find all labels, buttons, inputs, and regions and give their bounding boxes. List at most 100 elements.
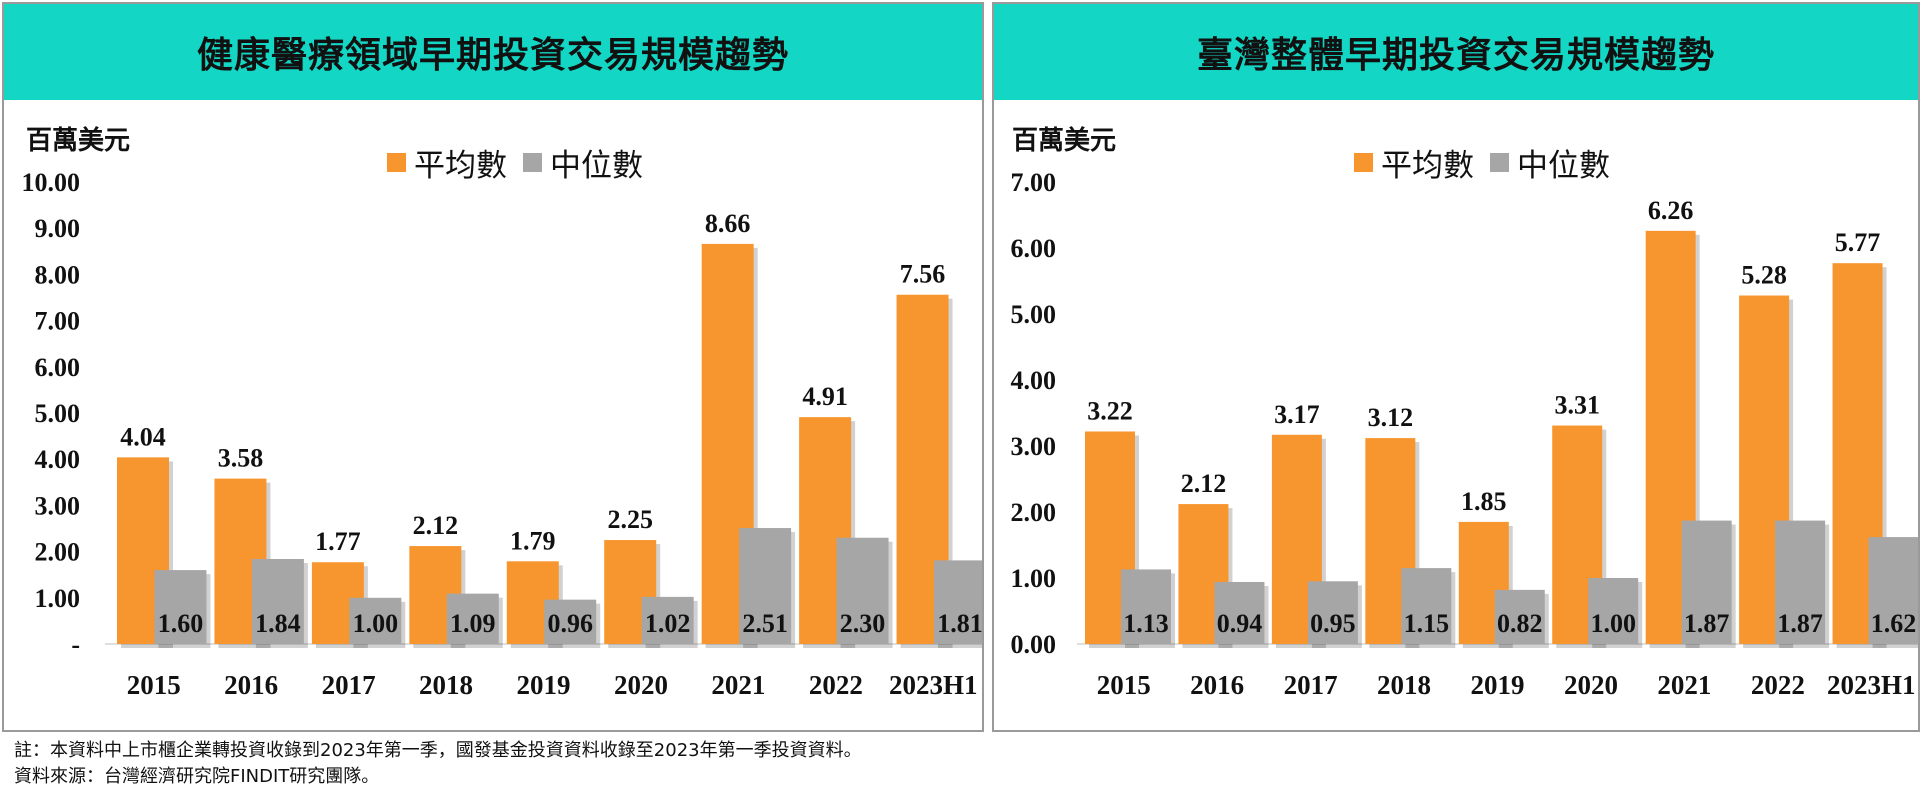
right-data-label-average: 1.85 [1461,487,1507,516]
right-x-tick-label: 2016 [1190,670,1244,700]
footnote-source: 資料來源：台灣經濟研究院FINDIT研究團隊。 [14,766,380,787]
left-data-label-median: 1.09 [450,609,496,638]
right-y-tick-label: 5.00 [1011,300,1057,329]
left-x-tick-label: 2016 [224,670,278,700]
left-y-tick-label: 3.00 [35,491,81,520]
left-data-label-average: 1.77 [315,527,361,556]
right-legend: 平均數 中位數 [1354,140,1626,185]
right-data-label-median: 1.00 [1590,609,1636,638]
left-legend-median-label: 中位數 [550,148,643,184]
right-data-label-median: 1.15 [1404,609,1450,638]
left-bar-median [544,599,597,644]
left-legend-average: 平均數 [387,140,507,185]
right-y-tick-label: 1.00 [1011,564,1057,593]
left-x-tick-label: 2021 [711,670,765,700]
left-legend: 平均數 中位數 [387,140,659,185]
left-legend-average-label: 平均數 [414,148,507,184]
right-bar-median [1681,520,1732,644]
left-chart-panel: 健康醫療領域早期投資交易規模趨勢 百萬美元 平均數 中位數 - 1.00 2.00 3… [2,2,984,732]
left-bar-median [251,558,304,644]
right-bar-median [1588,578,1639,644]
left-x-tick-label: 2015 [127,670,181,700]
left-chart-header: 健康醫療領域早期投資交易規模趨勢 [4,4,982,100]
right-bar-median [1214,581,1265,644]
left-legend-median: 中位數 [523,140,643,185]
right-y-tick-label: 0.00 [1011,630,1057,659]
left-x-tick-label: 2017 [322,670,376,700]
right-y-tick-label: 3.00 [1011,432,1057,461]
left-data-label-average: 4.04 [120,422,166,451]
right-legend-median: 中位數 [1490,140,1610,185]
right-data-label-median: 1.13 [1123,609,1169,638]
left-data-label-median: 1.84 [255,609,301,638]
right-x-tick-label: 2015 [1097,670,1151,700]
left-data-label-median: 2.30 [840,609,886,638]
right-legend-average-label: 平均數 [1381,148,1474,184]
left-bar-median [154,570,207,644]
left-data-label-average: 2.25 [607,505,653,534]
right-y-tick-label: 7.00 [1011,168,1057,197]
right-x-tick-label: 2021 [1657,670,1711,700]
left-y-tick-label: 9.00 [35,214,81,243]
left-data-label-average: 8.66 [705,209,751,238]
right-data-label-average: 6.26 [1648,196,1694,225]
right-x-tick-label: 2019 [1471,670,1525,700]
left-data-label-average: 4.91 [802,382,848,411]
left-y-tick-label: 6.00 [35,353,81,382]
left-bar-median [446,593,499,644]
right-chart-header: 臺灣整體早期投資交易規模趨勢 [994,4,1918,100]
right-y-tick-label: 6.00 [1011,234,1057,263]
right-data-label-average: 3.31 [1554,391,1600,420]
left-data-label-average: 2.12 [413,511,459,540]
left-x-tick-label: 2023H1 [889,670,978,700]
left-bar-median [641,596,694,644]
left-bar-median [836,537,889,644]
left-legend-median-swatch [523,153,542,172]
right-data-label-average: 3.22 [1087,396,1133,425]
left-bar-median [349,597,402,644]
right-data-label-median: 1.62 [1871,609,1917,638]
right-data-label-median: 1.87 [1684,609,1730,638]
right-data-label-average: 5.28 [1741,261,1787,290]
right-x-tick-label: 2020 [1564,670,1618,700]
right-chart-title: 臺灣整體早期投資交易規模趨勢 [1196,35,1715,76]
right-bar-median [1401,568,1452,644]
right-bar-median [1775,520,1826,644]
right-bar-median [1307,581,1358,644]
left-y-tick-label: - [71,630,80,659]
right-legend-average: 平均數 [1354,140,1474,185]
left-data-label-median: 1.00 [353,609,399,638]
right-x-tick-label: 2018 [1377,670,1431,700]
left-chart-title: 健康醫療領域早期投資交易規模趨勢 [196,35,789,76]
right-y-tick-label: 4.00 [1011,366,1057,395]
right-data-label-median: 0.94 [1217,609,1263,638]
left-x-tick-label: 2019 [517,670,571,700]
left-data-label-median: 1.02 [645,609,691,638]
left-data-label-median: 2.51 [742,609,788,638]
right-data-label-average: 5.77 [1835,228,1881,257]
right-bar-median [1121,569,1171,644]
right-data-label-average: 3.12 [1368,403,1414,432]
left-y-tick-label: 2.00 [35,538,81,567]
left-data-label-average: 1.79 [510,526,556,555]
left-data-label-median: 1.81 [937,609,982,638]
left-bar-chart: - 1.00 2.00 3.00 4.00 5.00 6.00 7.00 8.00 9.00 10.… [22,168,982,700]
left-y-unit-label: 百萬美元 [26,126,131,156]
right-x-tick-label: 2017 [1284,670,1338,700]
right-data-label-median: 0.82 [1497,609,1543,638]
left-data-label-average: 7.56 [900,260,946,289]
left-bar-median [933,560,982,644]
right-y-unit-label: 百萬美元 [1012,126,1117,156]
left-legend-average-swatch [387,153,406,172]
left-data-label-median: 1.60 [158,609,204,638]
right-bar-median [1494,589,1545,644]
right-legend-median-label: 中位數 [1517,148,1610,184]
left-data-label-median: 0.96 [547,609,593,638]
left-bar-median [739,528,792,644]
left-y-tick-label: 4.00 [35,445,81,474]
left-y-tick-label: 5.00 [35,399,81,428]
right-data-label-average: 3.17 [1274,400,1320,429]
left-x-tick-label: 2020 [614,670,668,700]
right-x-tick-label: 2022 [1751,670,1805,700]
right-legend-average-swatch [1354,153,1373,172]
